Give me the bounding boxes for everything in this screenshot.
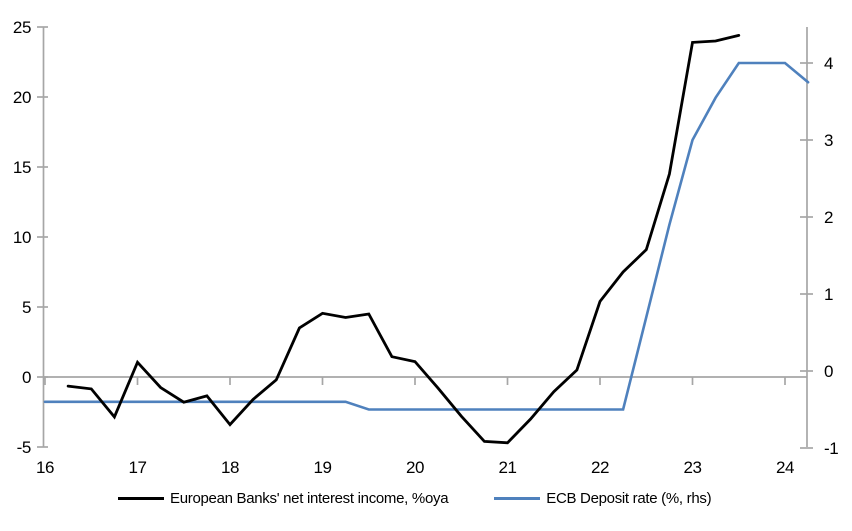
x-axis-label: 22 — [591, 458, 609, 477]
legend-item-ecb-deposit-rate: ECB Deposit rate (%, rhs) — [494, 490, 712, 507]
y-axis-right-label: -1 — [824, 439, 838, 458]
series-line-net-interest-income — [66, 34, 741, 445]
x-axis-label: 18 — [221, 458, 239, 477]
y-axis-left-label: 5 — [22, 298, 31, 317]
x-axis-label: 23 — [683, 458, 701, 477]
y-axis-right-label: 3 — [824, 131, 833, 150]
legend-label-ecb-deposit-rate: ECB Deposit rate (%, rhs) — [546, 490, 712, 507]
x-axis-label: 21 — [498, 458, 516, 477]
chart-legend: European Banks' net interest income, %oy… — [118, 490, 712, 507]
y-axis-left-label: 15 — [13, 158, 31, 177]
blue-line-swatch — [494, 497, 541, 500]
y-axis-right-label: 2 — [824, 208, 833, 227]
legend-label-net-interest-income: European Banks' net interest income, %oy… — [170, 490, 449, 507]
x-axis-label: 24 — [776, 458, 794, 477]
y-axis-right-label: 4 — [824, 54, 833, 73]
series-line-ecb-deposit-rate — [43, 61, 810, 411]
x-axis-label: 19 — [313, 458, 331, 477]
x-axis-label: 16 — [36, 458, 54, 477]
y-axis-left-label: 10 — [13, 228, 31, 247]
y-axis-left-label: 0 — [22, 368, 31, 387]
legend-item-net-interest-income: European Banks' net interest income, %oy… — [118, 490, 449, 507]
y-axis-right-label: 1 — [824, 285, 833, 304]
y-axis-left-label: 20 — [13, 88, 31, 107]
y-axis-right-label: 0 — [824, 362, 833, 381]
black-line-swatch — [118, 497, 164, 500]
x-axis-label: 20 — [406, 458, 424, 477]
y-axis-left-label: 25 — [13, 18, 31, 37]
x-axis-label: 17 — [128, 458, 146, 477]
y-axis-left-label: -5 — [17, 438, 31, 457]
